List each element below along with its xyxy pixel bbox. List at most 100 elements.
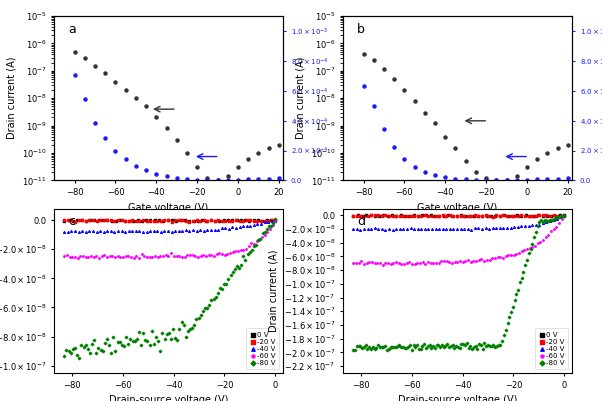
-20 V — [74, 217, 84, 224]
-40 V — [188, 227, 198, 233]
-40 V — [417, 226, 426, 232]
-20 V — [498, 212, 508, 219]
0 V — [525, 213, 535, 219]
-20 V — [142, 218, 152, 224]
-80 V — [394, 342, 404, 348]
-20 V — [409, 213, 419, 219]
-80 V — [143, 337, 152, 344]
-80 V — [519, 269, 529, 275]
0 V — [158, 217, 168, 224]
-40 V — [246, 223, 255, 229]
-60 V — [351, 260, 361, 267]
-40 V — [395, 225, 405, 232]
-40 V — [424, 226, 433, 233]
-40 V — [391, 226, 401, 233]
-40 V — [545, 218, 555, 225]
-60 V — [249, 241, 259, 247]
-60 V — [262, 229, 272, 235]
-80 V — [266, 223, 276, 229]
-60 V — [81, 253, 90, 260]
Y-axis label: Drain current (A): Drain current (A) — [295, 57, 305, 140]
-80 V — [264, 223, 274, 229]
-80 V — [358, 344, 367, 351]
-20 V — [363, 213, 373, 219]
0 V — [141, 217, 151, 224]
-20 V — [467, 213, 476, 219]
-80 V — [256, 236, 265, 242]
-40 V — [481, 225, 491, 231]
0 V — [68, 217, 78, 224]
-60 V — [445, 259, 455, 265]
-60 V — [132, 253, 141, 259]
-60 V — [386, 261, 396, 267]
-40 V — [209, 227, 219, 233]
-40 V — [135, 228, 144, 235]
-40 V — [63, 229, 73, 235]
-80 V — [403, 344, 413, 350]
-20 V — [260, 217, 270, 224]
-20 V — [545, 213, 555, 219]
-60 V — [73, 254, 82, 261]
-20 V — [256, 218, 266, 224]
-40 V — [495, 225, 504, 231]
-20 V — [388, 213, 397, 219]
-80 V — [441, 343, 450, 350]
-20 V — [224, 218, 234, 224]
-20 V — [192, 217, 202, 223]
-80 V — [177, 319, 187, 325]
-80 V — [531, 229, 541, 235]
-20 V — [485, 213, 494, 219]
-80 V — [480, 340, 489, 346]
-80 V — [243, 251, 252, 257]
-80 V — [162, 331, 172, 337]
0 V — [435, 213, 444, 219]
0 V — [439, 213, 448, 219]
-60 V — [479, 258, 489, 264]
-20 V — [524, 213, 533, 219]
-80 V — [147, 327, 157, 334]
-80 V — [219, 281, 229, 288]
-60 V — [485, 257, 494, 263]
-60 V — [349, 260, 358, 267]
-40 V — [206, 227, 216, 233]
-60 V — [533, 239, 542, 246]
-40 V — [420, 226, 430, 232]
0 V — [228, 217, 237, 224]
-60 V — [541, 234, 550, 240]
-80 V — [529, 234, 539, 240]
-20 V — [380, 212, 390, 219]
-60 V — [121, 253, 131, 260]
-80 V — [253, 237, 263, 243]
0 V — [184, 218, 194, 224]
-20 V — [438, 212, 447, 219]
-60 V — [442, 258, 452, 264]
-40 V — [445, 226, 455, 232]
-40 V — [242, 223, 252, 229]
-20 V — [238, 218, 248, 224]
-80 V — [426, 344, 436, 351]
-80 V — [402, 344, 411, 351]
-40 V — [549, 217, 559, 223]
0 V — [146, 217, 155, 223]
-80 V — [211, 294, 220, 300]
-80 V — [173, 337, 182, 344]
-40 V — [70, 228, 80, 235]
-40 V — [359, 226, 369, 232]
0 V — [461, 213, 470, 219]
-40 V — [506, 225, 515, 231]
-20 V — [156, 218, 166, 225]
-40 V — [559, 212, 569, 219]
-80 V — [226, 272, 235, 278]
-40 V — [470, 225, 480, 231]
-40 V — [431, 226, 441, 232]
-20 V — [349, 213, 358, 219]
-60 V — [356, 258, 366, 265]
-80 V — [391, 344, 401, 350]
-60 V — [501, 253, 510, 259]
-40 V — [260, 219, 270, 225]
-80 V — [234, 265, 244, 271]
-80 V — [405, 341, 415, 348]
-20 V — [70, 218, 80, 225]
-80 V — [94, 345, 104, 352]
0 V — [163, 217, 173, 223]
